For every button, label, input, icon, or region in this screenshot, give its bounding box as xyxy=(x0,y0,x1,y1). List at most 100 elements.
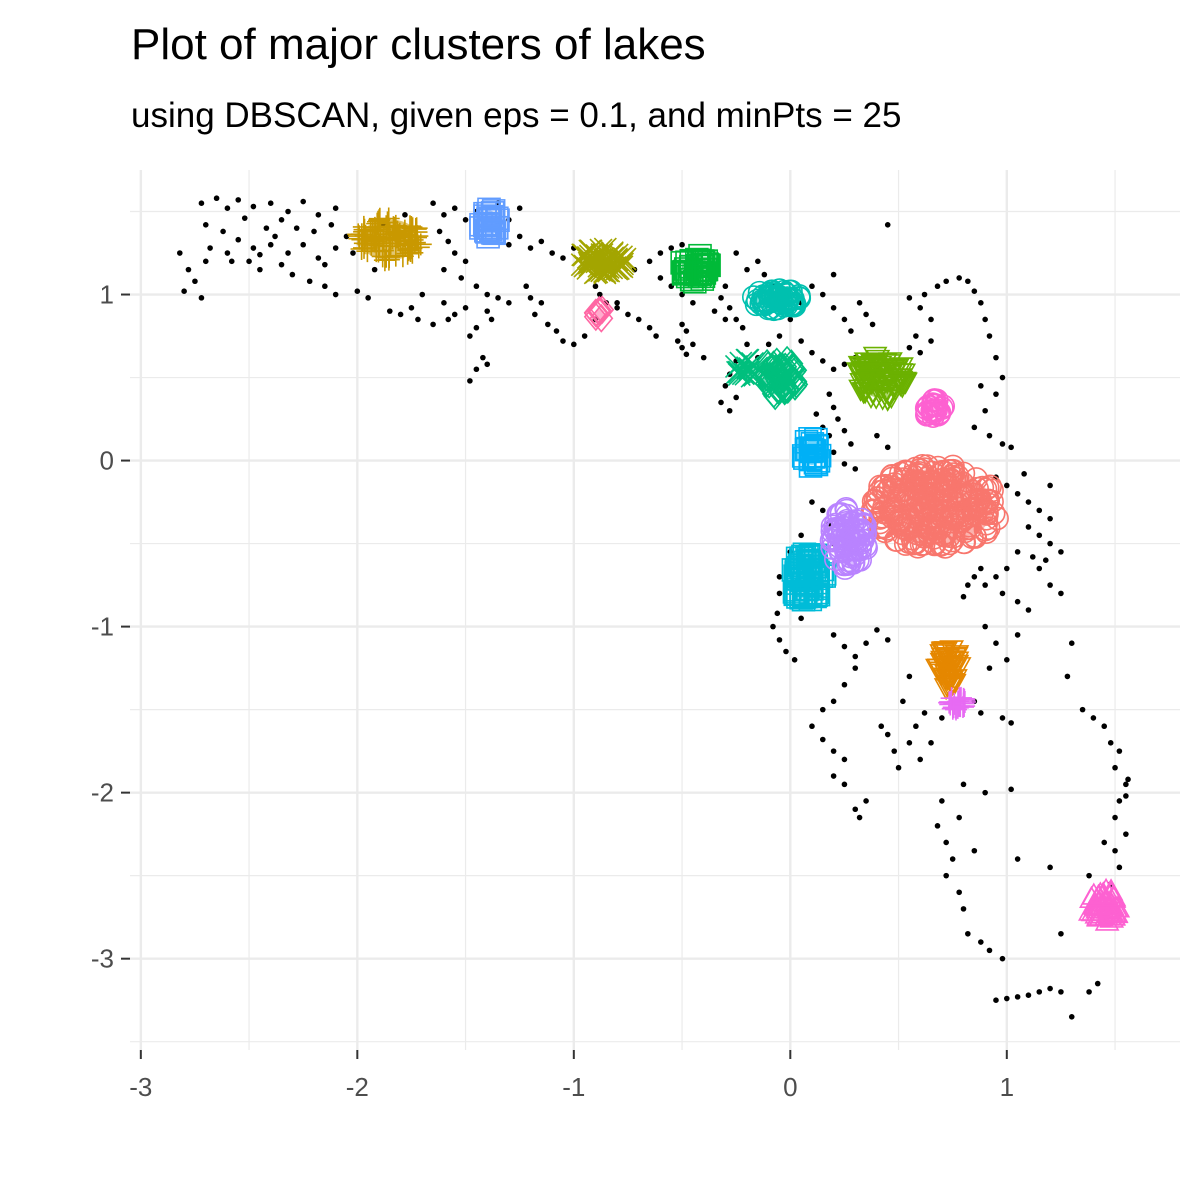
noise-point xyxy=(884,731,891,738)
noise-point xyxy=(1047,540,1053,547)
cluster-point xyxy=(366,212,389,235)
noise-point xyxy=(228,258,235,265)
cluster-point xyxy=(931,394,956,419)
noise-point xyxy=(878,723,885,730)
cluster-point xyxy=(476,224,500,249)
noise-point xyxy=(999,374,1006,381)
noise-point xyxy=(787,316,794,323)
noise-point xyxy=(971,573,978,580)
noise-point xyxy=(581,333,588,339)
noise-point xyxy=(1025,524,1032,530)
noise-point xyxy=(841,781,848,788)
noise-point xyxy=(848,441,854,447)
noise-point xyxy=(943,278,949,285)
noise-point xyxy=(462,305,469,311)
noise-point xyxy=(202,258,209,265)
noise-point xyxy=(272,233,278,240)
noise-point xyxy=(506,241,512,248)
cluster-point xyxy=(845,362,871,385)
noise-point xyxy=(835,416,841,422)
x-tick-label: -2 xyxy=(346,1072,369,1102)
cluster-point xyxy=(1081,882,1107,905)
noise-point xyxy=(1064,673,1071,680)
noise-point xyxy=(1094,980,1101,987)
noise-point xyxy=(458,275,465,281)
noise-point xyxy=(939,798,945,804)
noise-point xyxy=(895,764,902,771)
noise-point xyxy=(798,532,804,539)
noise-point xyxy=(289,271,296,278)
noise-point xyxy=(267,241,274,248)
cluster-point xyxy=(798,447,823,472)
cluster-point xyxy=(784,369,809,399)
noise-point xyxy=(982,789,988,796)
noise-point xyxy=(971,847,978,854)
noise-point xyxy=(809,499,815,505)
noise-point xyxy=(943,839,949,846)
x-tick-label: 0 xyxy=(783,1072,797,1102)
cluster-point xyxy=(953,690,976,713)
cluster-point xyxy=(933,535,957,559)
cluster-point xyxy=(842,527,867,552)
noise-point xyxy=(852,806,859,813)
noise-point xyxy=(884,221,891,228)
noise-point xyxy=(1116,864,1123,871)
noise-point xyxy=(285,208,291,215)
cluster-point xyxy=(373,249,396,272)
noise-point xyxy=(830,632,837,638)
noise-point xyxy=(776,573,783,580)
y-tick-label: -2 xyxy=(91,778,114,808)
noise-point xyxy=(906,295,913,301)
noise-point xyxy=(913,333,919,339)
noise-point xyxy=(484,308,491,314)
noise-point xyxy=(960,781,967,788)
noise-point xyxy=(1125,776,1131,783)
cluster-point xyxy=(736,360,760,384)
noise-point xyxy=(653,333,659,339)
noise-point xyxy=(1025,607,1032,613)
noise-point xyxy=(711,308,718,314)
noise-point xyxy=(1116,748,1123,754)
noise-point xyxy=(473,366,480,373)
noise-point xyxy=(625,311,631,318)
noise-point xyxy=(874,627,880,633)
noise-point xyxy=(906,673,913,680)
noise-point xyxy=(1058,930,1064,937)
noise-point xyxy=(852,653,859,660)
cluster-point xyxy=(928,490,952,515)
cluster-point xyxy=(804,433,829,458)
cluster-point xyxy=(783,355,808,385)
noise-point xyxy=(982,582,988,588)
noise-point xyxy=(306,278,313,285)
cluster-point xyxy=(820,514,845,539)
cluster-point xyxy=(753,292,777,317)
noise-point xyxy=(986,665,993,671)
noise-point xyxy=(917,349,924,356)
noise-point xyxy=(848,328,854,334)
noise-point xyxy=(986,947,993,954)
cluster-point xyxy=(903,530,928,555)
noise-point xyxy=(1107,740,1114,746)
cluster-point xyxy=(851,382,876,405)
noise-point xyxy=(220,228,226,235)
noise-point xyxy=(722,383,729,389)
noise-point xyxy=(776,333,783,339)
noise-point xyxy=(993,391,999,397)
cluster-point xyxy=(777,279,801,304)
noise-point xyxy=(791,657,798,663)
cluster-point xyxy=(367,227,390,250)
cluster-point xyxy=(679,255,703,279)
noise-point xyxy=(198,295,205,301)
noise-point xyxy=(1025,992,1032,999)
cluster-5 xyxy=(845,346,918,412)
noise-point xyxy=(646,324,653,331)
noise-point xyxy=(635,316,642,323)
cluster-point xyxy=(694,257,719,282)
cluster-point xyxy=(882,478,907,502)
cluster-1 xyxy=(860,453,1009,559)
noise-point xyxy=(614,305,620,311)
cluster-point xyxy=(691,264,716,289)
noise-point xyxy=(365,295,371,301)
noise-point xyxy=(1112,764,1118,771)
noise-point xyxy=(386,308,393,314)
